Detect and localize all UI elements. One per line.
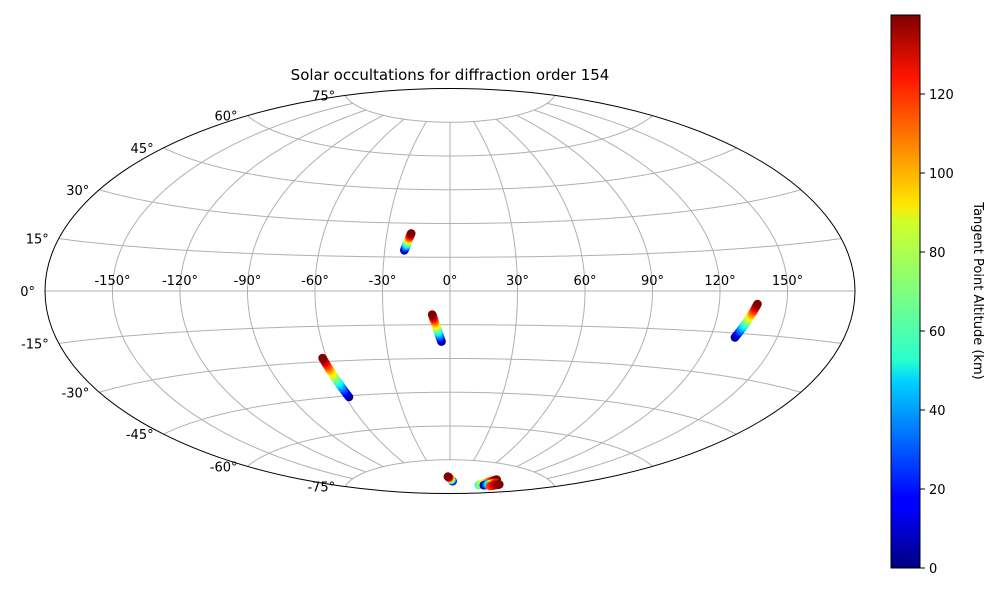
- longitude-tick-label: 0°: [443, 274, 458, 289]
- occultation-point: [443, 472, 453, 481]
- latitude-tick-label: -15°: [21, 337, 49, 352]
- occultation-points: [318, 229, 762, 491]
- latitude-tick-label: 60°: [214, 110, 237, 125]
- colorbar-tick-label: 80: [929, 246, 946, 261]
- globe-outline: [44, 88, 856, 494]
- latitude-tick-label: -75°: [307, 481, 335, 496]
- parallel-line: [163, 147, 737, 191]
- colorbar-tick-label: 60: [929, 325, 946, 340]
- longitude-tick-label: -60°: [301, 274, 329, 289]
- parallel-line: [58, 324, 842, 344]
- longitude-tick-label: 90°: [641, 274, 664, 289]
- longitude-tick-label: -30°: [369, 274, 397, 289]
- longitude-tick-label: 150°: [772, 274, 803, 289]
- colorbar-tick-label: 40: [929, 404, 946, 419]
- latitude-tick-label: 30°: [66, 184, 89, 199]
- latitude-tick-label: 75°: [312, 89, 335, 104]
- latitude-tick-label: -60°: [210, 460, 238, 475]
- colorbar-label: Tangent Point Altitude (km): [970, 201, 985, 379]
- colorbar-tick-label: 20: [929, 483, 946, 498]
- colorbar-ticks: 0 20 40 60 80 100 120: [920, 88, 954, 577]
- occultation-point: [495, 480, 504, 489]
- longitude-tick-label: 60°: [573, 274, 596, 289]
- occultation-point: [318, 353, 327, 363]
- parallel-line: [247, 425, 653, 467]
- occultation-point: [427, 310, 437, 319]
- parallel-line: [344, 459, 556, 487]
- chart-title: Solar occultations for diffraction order…: [291, 66, 610, 84]
- parallel-line: [58, 238, 842, 258]
- longitude-tick-labels: -150° -120° -90° -60° -30° 0° 30° 60° 90° 120° 150…: [94, 274, 803, 289]
- latitude-tick-label: 45°: [131, 142, 154, 157]
- colorbar-gradient: [890, 14, 921, 569]
- latitude-tick-labels: -75° -60° -45° -30° -15° 0° 15° 30° 45° 60° 75°: [20, 89, 335, 495]
- longitude-tick-label: 120°: [704, 274, 735, 289]
- latitude-tick-label: -30°: [62, 386, 90, 401]
- occultation-point: [406, 229, 416, 238]
- colorbar-tick-label: 0: [929, 562, 937, 577]
- colorbar-tick-label: 100: [929, 167, 954, 182]
- graticule-grid: [45, 95, 855, 487]
- longitude-tick-label: -150°: [94, 274, 130, 289]
- longitude-tick-label: -120°: [162, 274, 198, 289]
- longitude-tick-label: -90°: [234, 274, 262, 289]
- latitude-tick-label: 0°: [20, 285, 35, 300]
- latitude-tick-label: -45°: [126, 428, 154, 443]
- parallel-line: [163, 391, 737, 435]
- colorbar: 0 20 40 60 80 100 120 Tangent Point Altitude (…: [890, 14, 985, 577]
- parallel-line: [247, 115, 653, 157]
- latitude-tick-label: 15°: [26, 233, 49, 248]
- parallel-line: [99, 189, 801, 224]
- parallel-line: [344, 95, 556, 123]
- colorbar-tick-label: 120: [929, 88, 954, 103]
- parallel-line: [99, 358, 801, 393]
- longitude-tick-label: 30°: [506, 274, 529, 289]
- occultation-point: [753, 299, 762, 309]
